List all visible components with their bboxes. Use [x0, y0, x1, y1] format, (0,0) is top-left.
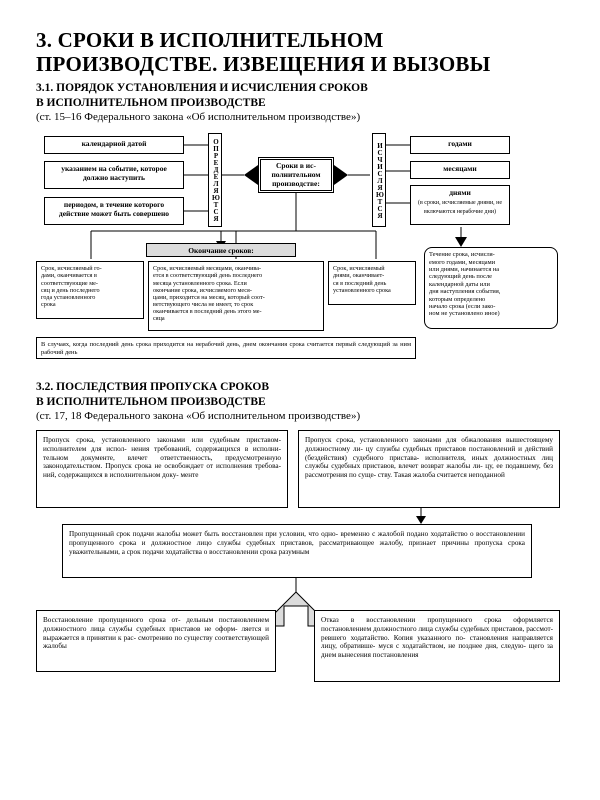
page-title: 3. СРОКИ В ИСПОЛНИТЕЛЬНОМ ПРОИЗВОДСТВЕ. … [36, 28, 564, 76]
end-header-text: Окончание сроков: [188, 246, 254, 255]
vert-right-text: ИСЧИСЛЯЮТСЯ [376, 142, 384, 219]
vert-left: ОПРЕДЕЛЯЮТСЯ [208, 133, 222, 227]
flow-right: Течение срока, исчисля- емого годами, ме… [424, 247, 558, 329]
vert-right: ИСЧИСЛЯЮТСЯ [372, 133, 386, 227]
note-box: В случаях, когда последний день срока пр… [36, 337, 416, 359]
right-box-1: годами [410, 136, 510, 154]
s2-bottom-left: Восстановление пропущенного срока от- де… [36, 610, 276, 672]
s2-top-left: Пропуск срока, установленного законами и… [36, 430, 288, 508]
s2-bottom-right-text: Отказ в восстановлении пропущенного срок… [321, 616, 553, 659]
end-box-3-text: Срок, исчисляемый днями, оканчивает- ся … [333, 265, 391, 293]
end-box-3: Срок, исчисляемый днями, оканчивает- ся … [328, 261, 416, 305]
s2-middle: Пропущенный срок подачи жалобы может быт… [62, 524, 532, 578]
right-box-3-sub: (в сроки, исчисляемые днями, не включают… [418, 200, 502, 215]
diagram-2: Пропуск срока, установленного законами и… [36, 430, 564, 688]
s2-top-left-text: Пропуск срока, установленного законами и… [43, 436, 281, 479]
section2-heading-b: В ИСПОЛНИТЕЛЬНОМ ПРОИЗВОДСТВЕ [36, 396, 564, 409]
section1-ref: (ст. 15–16 Федерального закона «Об испол… [36, 111, 564, 124]
s2-middle-text: Пропущенный срок подачи жалобы может быт… [69, 530, 525, 555]
left-box-3-text: периодом, в течение которого действие мо… [59, 200, 169, 218]
center-box: Сроки в ис- полнительном производстве: [258, 157, 334, 193]
diagram-1: календарной датой указанием на событие, … [36, 131, 564, 369]
section2-ref: (ст. 17, 18 Федерального закона «Об испо… [36, 410, 564, 423]
s2-bottom-right: Отказ в восстановлении пропущенного срок… [314, 610, 560, 682]
center-box-text: Сроки в ис- полнительном производстве: [271, 162, 320, 188]
end-box-1: Срок, исчисляемый го- дами, оканчивается… [36, 261, 144, 319]
s2-top-right: Пропуск срока, установленного законами д… [298, 430, 560, 508]
right-box-2: месяцами [410, 161, 510, 179]
right-box-2-text: месяцами [443, 164, 476, 173]
section1-heading-b: В ИСПОЛНИТЕЛЬНОМ ПРОИЗВОДСТВЕ [36, 97, 564, 110]
left-box-2-text: указанием на событие, которое должно нас… [61, 164, 167, 182]
end-box-2-text: Срок, исчисляемый месяцами, оканчива- ет… [153, 265, 265, 322]
right-box-3: днями (в сроки, исчисляемые днями, не вкл… [410, 185, 510, 225]
end-box-2: Срок, исчисляемый месяцами, оканчива- ет… [148, 261, 324, 331]
end-header: Окончание сроков: [146, 243, 296, 257]
section1-heading-a: 3.1. ПОРЯДОК УСТАНОВЛЕНИЯ И ИСЧИСЛЕНИЯ С… [36, 82, 564, 95]
vert-left-text: ОПРЕДЕЛЯЮТСЯ [212, 138, 220, 222]
right-box-3-title: днями [449, 188, 471, 197]
end-box-1-text: Срок, исчисляемый го- дами, оканчивается… [41, 265, 102, 308]
note-text: В случаях, когда последний день срока пр… [41, 341, 411, 355]
left-box-2: указанием на событие, которое должно нас… [44, 161, 184, 189]
left-box-1: календарной датой [44, 136, 184, 154]
s2-top-right-text: Пропуск срока, установленного законами д… [305, 436, 553, 479]
left-box-3: периодом, в течение которого действие мо… [44, 197, 184, 225]
flow-right-text: Течение срока, исчисля- емого годами, ме… [429, 251, 500, 317]
s2-bottom-left-text: Восстановление пропущенного срока от- де… [43, 616, 269, 650]
section2-heading-a: 3.2. ПОСЛЕДСТВИЯ ПРОПУСКА СРОКОВ [36, 381, 564, 394]
left-box-1-text: календарной датой [82, 139, 147, 148]
right-box-1-text: годами [448, 139, 472, 148]
